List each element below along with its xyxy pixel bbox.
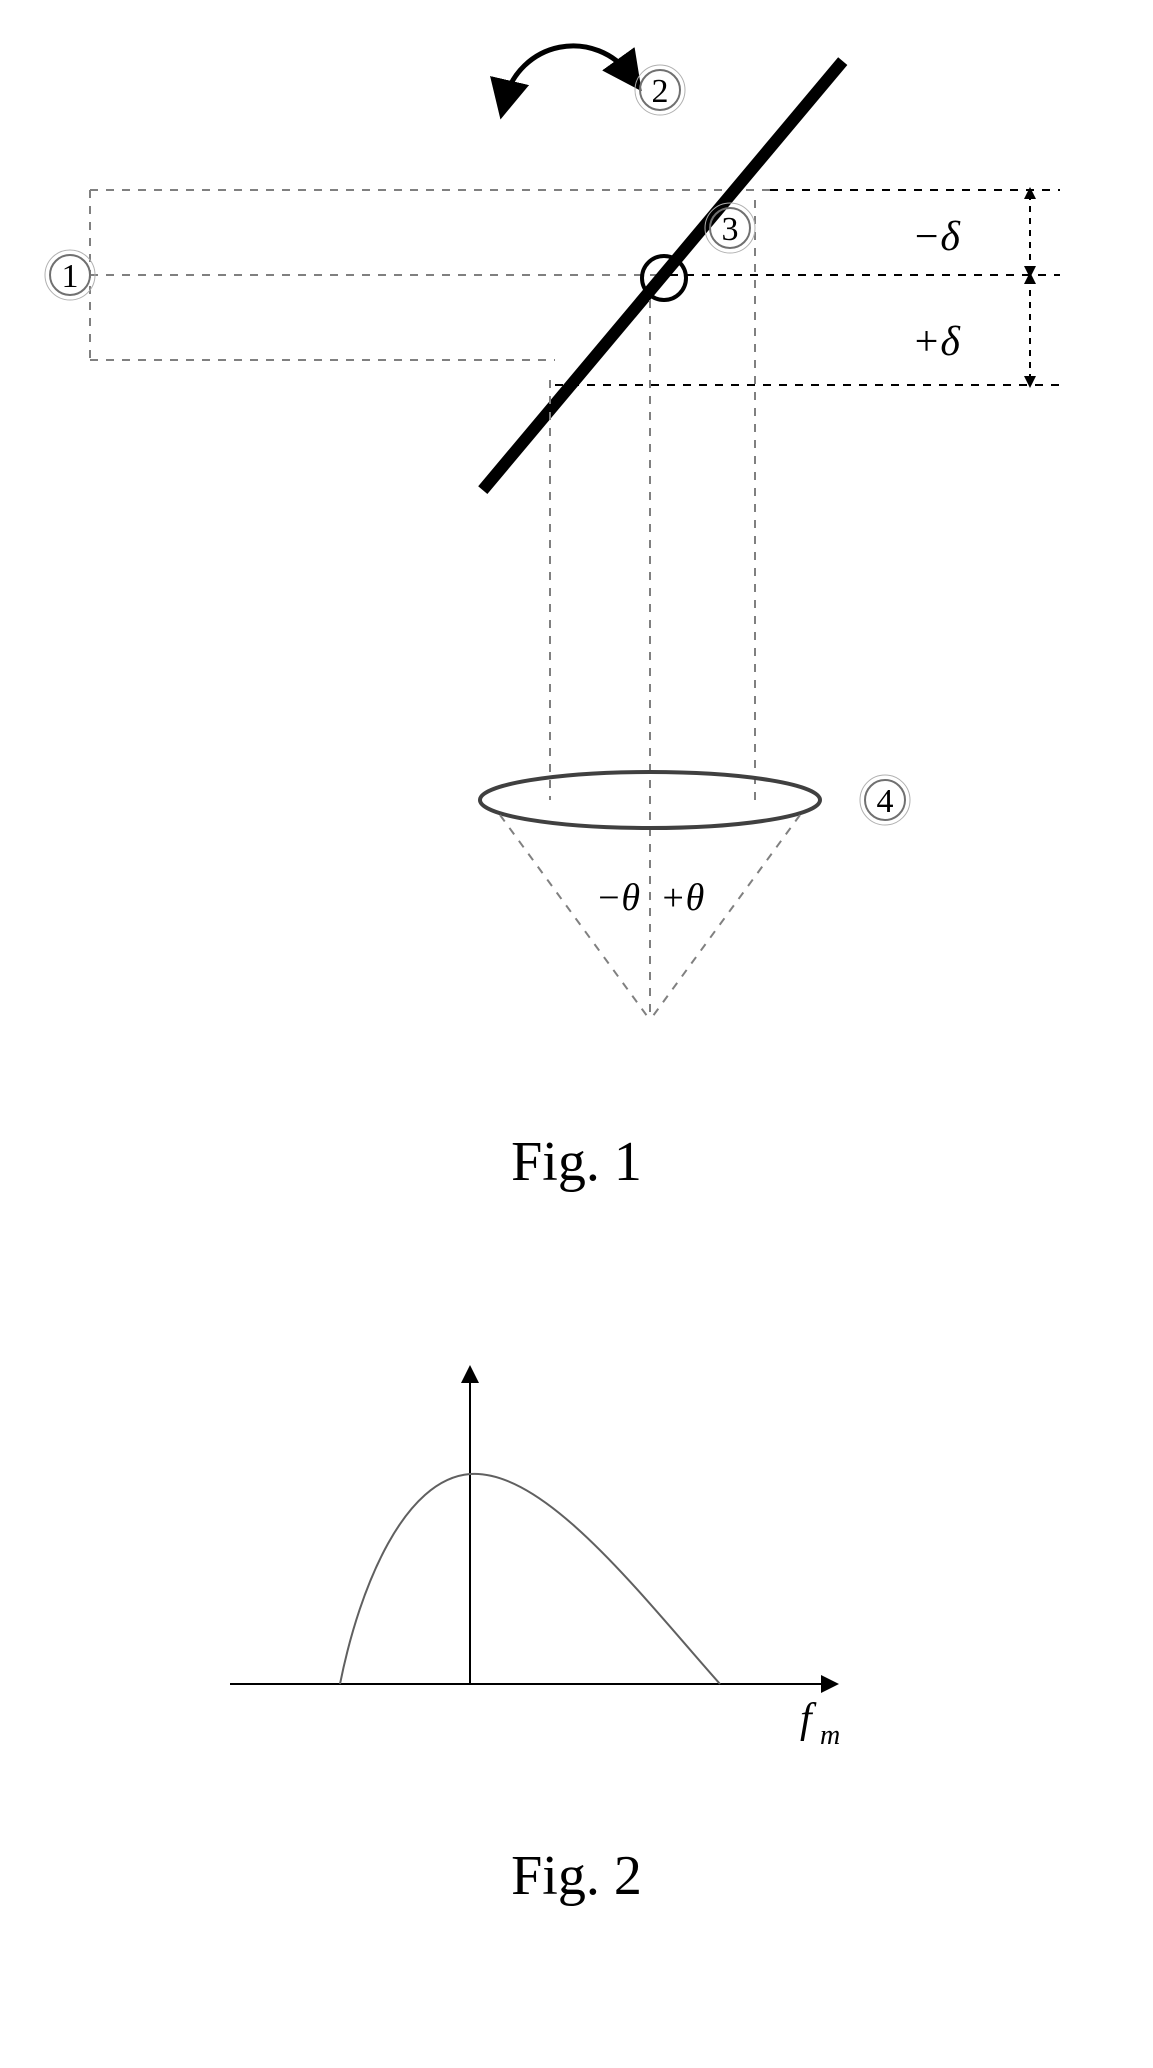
label-plus-delta: +δ [912, 319, 961, 365]
xlabel-f: f [800, 1696, 817, 1742]
xlabel-m: m [820, 1720, 840, 1751]
badge-4: 4 [860, 775, 910, 825]
pivot-arc [505, 46, 630, 100]
badge-2: 2 [635, 65, 685, 115]
label-minus-theta: −θ [596, 877, 640, 919]
figure-1-caption: Fig. 1 [0, 1130, 1153, 1194]
figure-1-diagram: 1 2 3 4 −δ +δ −θ +θ [0, 0, 1153, 1100]
reflected-beam [550, 200, 755, 1020]
label-plus-theta: +θ [660, 877, 704, 919]
badge-2-text: 2 [652, 73, 669, 110]
badge-1: 1 [45, 250, 95, 300]
axes [230, 1374, 830, 1684]
x-axis-label: f m [800, 1696, 840, 1751]
curve [340, 1474, 720, 1684]
label-minus-delta: −δ [912, 214, 961, 260]
figure-2-chart: f m [0, 1284, 1153, 1804]
badge-3: 3 [705, 203, 755, 253]
delta-guides [555, 190, 1060, 385]
mirror [478, 57, 847, 494]
badge-1-text: 1 [62, 258, 79, 295]
badge-3-text: 3 [722, 211, 739, 248]
badge-4-text: 4 [877, 783, 894, 820]
figure-2-caption: Fig. 2 [0, 1844, 1153, 1908]
